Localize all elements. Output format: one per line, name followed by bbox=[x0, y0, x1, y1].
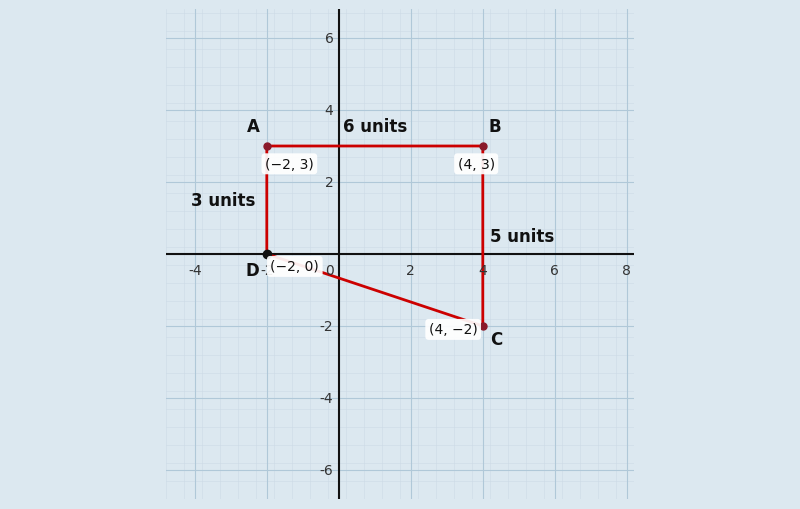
Text: (−2, 0): (−2, 0) bbox=[270, 260, 319, 274]
Text: -4: -4 bbox=[320, 391, 334, 405]
Text: (4, −2): (4, −2) bbox=[429, 323, 478, 337]
Text: -6: -6 bbox=[320, 463, 334, 477]
Text: 6 units: 6 units bbox=[342, 118, 407, 136]
Text: C: C bbox=[490, 330, 502, 348]
Text: -2: -2 bbox=[320, 319, 334, 333]
Text: 6: 6 bbox=[550, 264, 559, 277]
Text: B: B bbox=[488, 118, 501, 136]
Text: 0: 0 bbox=[325, 264, 334, 277]
Text: 4: 4 bbox=[478, 264, 487, 277]
Text: 4: 4 bbox=[325, 104, 334, 118]
Text: (4, 3): (4, 3) bbox=[458, 157, 494, 172]
Text: (−2, 3): (−2, 3) bbox=[265, 157, 314, 172]
Text: D: D bbox=[246, 262, 259, 279]
Text: 5 units: 5 units bbox=[490, 228, 554, 245]
Text: -2: -2 bbox=[260, 264, 274, 277]
Text: 8: 8 bbox=[622, 264, 631, 277]
Text: 2: 2 bbox=[406, 264, 415, 277]
Text: 6: 6 bbox=[325, 32, 334, 46]
Text: 2: 2 bbox=[325, 176, 334, 190]
Text: 3 units: 3 units bbox=[191, 191, 256, 210]
Text: -4: -4 bbox=[188, 264, 202, 277]
Text: A: A bbox=[246, 118, 259, 136]
